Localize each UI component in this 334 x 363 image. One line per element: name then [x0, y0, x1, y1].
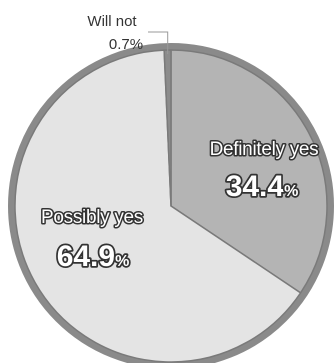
pie-slice-definitely-yes: [170, 49, 328, 294]
leader-line-will-not: [148, 31, 169, 54]
slice-value-unit-possibly-yes: %: [115, 253, 129, 270]
slice-value-unit-definitely-yes: %: [284, 183, 298, 200]
slice-value-number-possibly-yes: 64.9: [57, 240, 115, 273]
pie-rim-layer: [8, 43, 334, 363]
slice-label-will-not: Will not: [87, 13, 137, 30]
slice-value-possibly-yes: 64.9%: [57, 240, 130, 273]
pie-slices: [14, 49, 328, 363]
slice-label-possibly-yes: Possibly yes: [41, 207, 143, 228]
slice-value-will-not: 0.7%: [109, 36, 143, 53]
leader-lines: [148, 31, 169, 54]
slice-value-definitely-yes: 34.4%: [226, 170, 299, 203]
pie-slice-possibly-yes: [14, 49, 302, 363]
slice-value-number-definitely-yes: 34.4: [226, 170, 285, 203]
pie-rim: [8, 43, 334, 363]
slice-label-definitely-yes: Definitely yes: [210, 139, 319, 160]
